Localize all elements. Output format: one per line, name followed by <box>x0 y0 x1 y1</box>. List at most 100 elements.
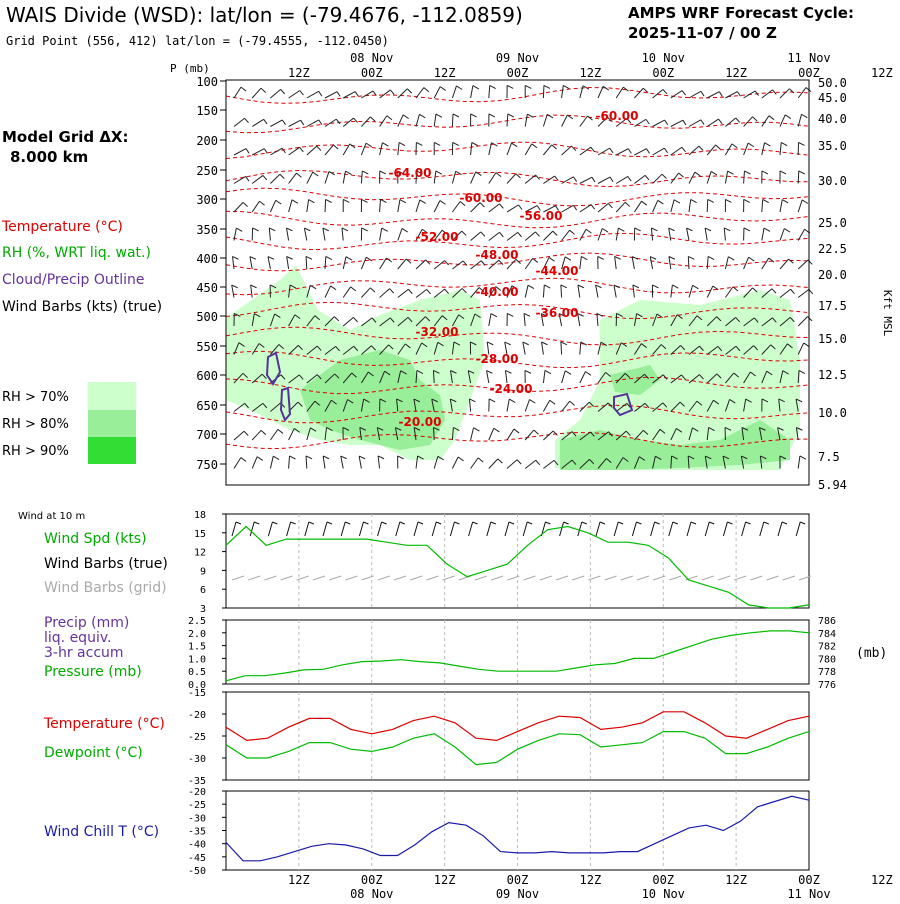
pressure-tick-label: 782 <box>818 642 836 653</box>
bottom-time-tick: 12Z <box>580 873 602 887</box>
legend-rh80: RH > 80% <box>2 417 69 432</box>
isotherm-label: -56.00 <box>520 209 563 223</box>
pressure-tick-label: 700 <box>196 428 218 442</box>
bottom-time-tick: 12Z <box>288 873 310 887</box>
height-tick-label: 50.0 <box>818 76 847 90</box>
isotherm-label: -60.00 <box>596 109 639 123</box>
pressure-tick-label: 776 <box>818 680 836 691</box>
isotherm-label: -64.00 <box>389 166 432 180</box>
isotherm-label: -48.00 <box>476 248 519 262</box>
height-axis-title: Kft MSL <box>881 290 894 337</box>
legend-precip: Precip (mm) <box>44 615 129 631</box>
pressure-tick-label: 784 <box>818 629 836 640</box>
legend-wind-barbs-grid: Wind Barbs (grid) <box>44 580 167 596</box>
top-time-tick: 12Z <box>580 66 602 80</box>
legend-rh: RH (%, WRT liq. wat.) <box>2 245 151 261</box>
wind-barb-shaft <box>707 199 708 212</box>
height-tick-label: 12.5 <box>818 368 847 382</box>
pressure-tick-label: 200 <box>196 134 218 148</box>
legend-temperature: Temperature (°C) <box>1 219 123 235</box>
legend-dewpoint: Dewpoint (°C) <box>44 745 143 761</box>
cycle-label: AMPS WRF Forecast Cycle: <box>628 4 854 22</box>
isotherm-label: -44.00 <box>536 264 579 278</box>
cross-section-panel: -60.00-64.00-60.00-56.00-52.00-48.00-44.… <box>226 80 813 485</box>
height-tick-label: 22.5 <box>818 242 847 256</box>
height-tick-label: 7.5 <box>818 450 840 464</box>
legend-wind-spd: Wind Spd (kts) <box>44 531 147 547</box>
panel-tick-label: 18 <box>194 510 206 521</box>
pressure-tick-label: 400 <box>196 252 218 266</box>
panel-tick-label: 12 <box>194 548 206 559</box>
pressure-tick-label: 600 <box>196 369 218 383</box>
bottom-date-label: 08 Nov <box>350 887 393 900</box>
pressure-tick-label: 150 <box>196 104 218 118</box>
pressure-tick-label: 778 <box>818 667 836 678</box>
panel-tick-label: 0.5 <box>188 667 206 678</box>
legend-wind-barbs-true: Wind Barbs (true) <box>44 556 168 572</box>
panel-tick-label: -30 <box>188 813 206 824</box>
pressure-tick-label: 250 <box>196 164 218 178</box>
rh80-swatch <box>88 410 136 437</box>
bottom-time-tick: 00Z <box>798 873 820 887</box>
height-tick-label: 15.0 <box>818 332 847 346</box>
panel-tick-label: 6 <box>200 585 206 596</box>
wind-at-10m-label: Wind at 10 m <box>18 511 85 522</box>
panel-tick-label: 1.0 <box>188 654 206 665</box>
top-time-tick: 12Z <box>725 66 747 80</box>
bottom-time-tick: 12Z <box>871 873 893 887</box>
wind-barb-shaft <box>325 199 326 212</box>
top-time-tick: 00Z <box>361 66 383 80</box>
top-time-tick: 00Z <box>798 66 820 80</box>
model-grid-value: 8.000 km <box>10 148 88 166</box>
panel-tick-label: 2.0 <box>188 629 206 640</box>
pressure-tick-label: 300 <box>196 193 218 207</box>
grid-point-label: Grid Point (556, 412) lat/lon = (-79.455… <box>6 34 389 48</box>
panel-tick-label: -45 <box>188 853 206 864</box>
top-time-tick: 12Z <box>288 66 310 80</box>
bottom-time-tick: 12Z <box>434 873 456 887</box>
pressure-tick-label: 500 <box>196 310 218 324</box>
isotherm-label: -32.00 <box>416 325 459 339</box>
legend-rh90: RH > 90% <box>2 444 69 459</box>
bottom-date-label: 09 Nov <box>496 887 539 900</box>
wind-barb-shaft <box>688 256 689 269</box>
bottom-time-tick: 12Z <box>725 873 747 887</box>
height-tick-label: 30.0 <box>818 174 847 188</box>
station-title: WAIS Divide (WSD): lat/lon = (-79.4676, … <box>6 3 523 27</box>
pressure-tick-label: 450 <box>196 281 218 295</box>
wind-barb-shaft <box>561 342 562 355</box>
legend-temp2: Temperature (°C) <box>43 716 165 732</box>
legend-rh70: RH > 70% <box>2 390 69 405</box>
height-tick-labels: 50.045.040.035.030.025.022.520.017.515.0… <box>818 76 894 492</box>
height-tick-label: 5.94 <box>818 478 847 492</box>
top-time-tick: 12Z <box>871 66 893 80</box>
isotherm-label: -24.00 <box>490 382 533 396</box>
legend-liq-equiv: liq. equiv. <box>44 630 111 646</box>
panel-tick-label: -35 <box>188 827 206 838</box>
legend-cloud: Cloud/Precip Outline <box>2 272 145 288</box>
panel-tick-label: 9 <box>200 566 206 577</box>
isotherm-label: -36.00 <box>536 306 579 320</box>
panel-tick-label: -35 <box>188 776 206 787</box>
height-tick-label: 40.0 <box>818 112 847 126</box>
wind-barb-shaft <box>543 85 544 98</box>
height-tick-label: 35.0 <box>818 139 847 153</box>
bottom-time-tick: 00Z <box>507 873 529 887</box>
panel-tick-label: -20 <box>188 787 206 798</box>
wind-barb-shaft <box>434 427 435 440</box>
height-tick-label: 20.0 <box>818 268 847 282</box>
panel-tick-label: -20 <box>188 710 206 721</box>
panel-tick-label: 1.5 <box>188 642 206 653</box>
bottom-date-label: 11 Nov <box>787 887 830 900</box>
rh90-swatch <box>88 437 136 464</box>
panel-tick-label: -30 <box>188 754 206 765</box>
panel-tick-label: -40 <box>188 840 206 851</box>
isotherm-label: -40.00 <box>476 285 519 299</box>
height-tick-label: 17.5 <box>818 299 847 313</box>
top-date-label: 09 Nov <box>496 51 539 65</box>
height-tick-label: 10.0 <box>818 406 847 420</box>
pressure-tick-label: 100 <box>196 75 218 89</box>
